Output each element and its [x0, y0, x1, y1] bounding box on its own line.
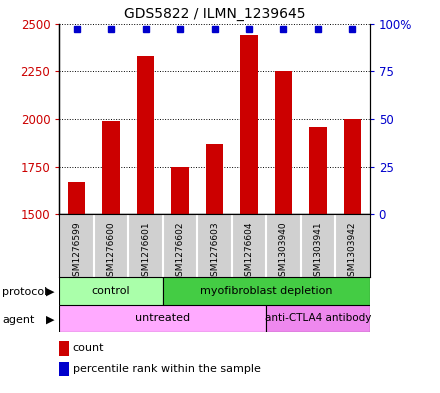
Text: GSM1303942: GSM1303942 [348, 222, 357, 282]
Bar [206, 144, 223, 214]
Bar [163, 277, 370, 305]
Title: GDS5822 / ILMN_1239645: GDS5822 / ILMN_1239645 [124, 7, 305, 21]
Text: GSM1276599: GSM1276599 [72, 222, 81, 282]
Text: control: control [92, 286, 130, 296]
Text: agent: agent [2, 314, 35, 325]
Text: GSM1276603: GSM1276603 [210, 222, 219, 282]
Bar [59, 277, 163, 305]
Text: GSM1303941: GSM1303941 [313, 222, 323, 282]
Bar [137, 56, 154, 214]
Text: GSM1276600: GSM1276600 [106, 222, 116, 282]
Text: protocol: protocol [2, 287, 48, 297]
Text: GSM1303940: GSM1303940 [279, 222, 288, 282]
Text: myofibroblast depletion: myofibroblast depletion [200, 286, 333, 296]
Bar [275, 71, 292, 214]
Bar [172, 167, 189, 214]
Text: GSM1276602: GSM1276602 [176, 222, 184, 282]
Text: ▶: ▶ [46, 314, 55, 325]
Bar [266, 305, 370, 332]
Text: GSM1276601: GSM1276601 [141, 222, 150, 282]
Bar [309, 127, 326, 214]
Text: untreated: untreated [135, 313, 191, 323]
Bar [68, 182, 85, 214]
Bar [344, 119, 361, 214]
Bar [59, 305, 266, 332]
Text: GSM1276604: GSM1276604 [245, 222, 253, 282]
Bar [240, 35, 257, 214]
Bar [103, 121, 120, 214]
Text: percentile rank within the sample: percentile rank within the sample [73, 364, 260, 374]
Text: count: count [73, 343, 104, 353]
Text: ▶: ▶ [46, 287, 55, 297]
Text: anti-CTLA4 antibody: anti-CTLA4 antibody [265, 313, 371, 323]
